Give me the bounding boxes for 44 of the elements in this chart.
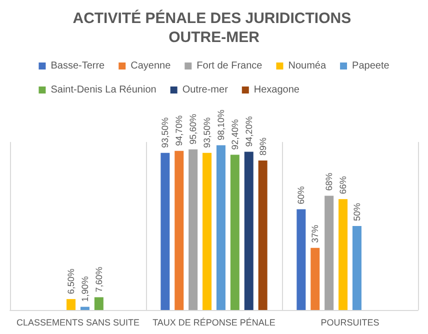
- legend-label: Basse-Terre: [50, 60, 106, 72]
- bar: [324, 196, 334, 310]
- bar: [174, 150, 184, 310]
- legend-label: Fort de France: [196, 60, 263, 72]
- data-label: 89%: [258, 137, 268, 156]
- x-tick-label: CLASSEMENTS SANS SUITE: [16, 318, 140, 328]
- bar: [338, 199, 348, 310]
- bar: [216, 145, 226, 310]
- bar: [230, 154, 240, 310]
- data-label: 50%: [352, 202, 362, 221]
- data-label: 1,90%: [80, 276, 90, 302]
- bar: [296, 209, 306, 310]
- data-label: 98,10%: [216, 110, 226, 140]
- data-label: 6,50%: [66, 268, 76, 294]
- data-label: 66%: [338, 176, 348, 194]
- data-label: 68%: [324, 172, 334, 191]
- bar: [258, 160, 268, 310]
- data-label: 94,70%: [174, 115, 184, 146]
- data-label: 95,60%: [188, 114, 198, 144]
- bar: [160, 152, 170, 310]
- legend-label: Hexagone: [254, 84, 300, 96]
- legend-label: Nouméa: [288, 60, 326, 72]
- data-label: 94,20%: [244, 116, 254, 147]
- data-label: 93,50%: [202, 117, 212, 148]
- data-label: 92,40%: [230, 119, 240, 150]
- bar: [94, 297, 104, 310]
- data-label: 37%: [310, 224, 320, 243]
- bar: [352, 226, 362, 310]
- x-tick-label: POURSUITES: [320, 318, 380, 328]
- data-label: 60%: [296, 186, 306, 204]
- data-label: 93,50%: [160, 117, 170, 148]
- bar: [80, 306, 90, 310]
- legend-label: Outre-mer: [182, 84, 229, 96]
- chart-title: ACTIVITÉ PÉNALE DES JURIDICTIONS OUTRE-MER: [72, 9, 356, 46]
- bar: [244, 152, 254, 310]
- data-label: 7,60%: [94, 266, 104, 292]
- legend-label: Saint-Denis La Réunion: [50, 84, 156, 96]
- legend-label: Papeete: [352, 60, 390, 72]
- x-tick-label: TAUX DE RÉPONSE PÉNALE: [152, 318, 276, 328]
- legend-label: Cayenne: [130, 60, 172, 72]
- bar: [66, 299, 76, 310]
- bar: [310, 248, 320, 310]
- bar: [188, 149, 198, 310]
- bar: [202, 152, 212, 310]
